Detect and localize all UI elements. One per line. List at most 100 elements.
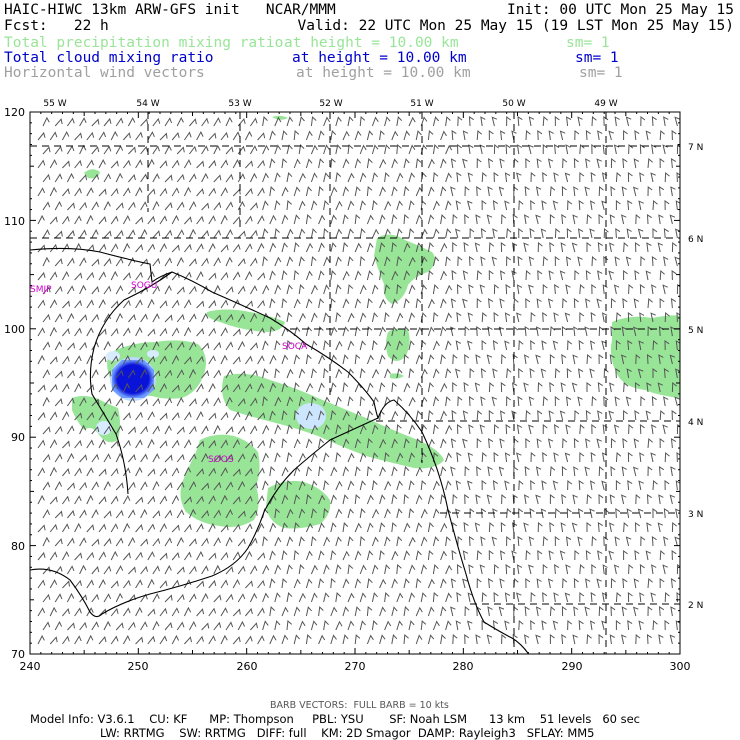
lat-label: 4 N xyxy=(688,418,703,428)
wind-barb xyxy=(464,326,470,337)
wind-barb xyxy=(244,215,253,225)
wind-barb xyxy=(615,451,622,463)
wind-barb xyxy=(403,158,410,169)
wind-barb xyxy=(670,578,677,589)
wind-barb xyxy=(330,550,337,561)
wind-barb xyxy=(49,271,58,281)
wind-barb xyxy=(115,202,124,211)
wind-barb xyxy=(501,213,507,225)
wind-barb xyxy=(662,424,668,435)
wind-barb xyxy=(286,256,294,267)
wind-barb xyxy=(86,607,94,617)
wind-barb xyxy=(613,284,620,295)
wind-barb xyxy=(188,480,197,491)
wind-barb xyxy=(225,341,234,351)
wind-barb xyxy=(159,467,168,477)
wind-barb xyxy=(318,438,325,449)
wind-barb xyxy=(183,159,192,169)
wind-barb xyxy=(298,536,305,547)
wind-barb xyxy=(464,354,470,365)
wind-barb xyxy=(103,285,112,295)
wind-barb xyxy=(589,340,596,351)
wind-barb xyxy=(115,592,123,603)
wind-barb xyxy=(335,144,342,155)
wind-barb xyxy=(49,579,58,589)
lat-label: 7 N xyxy=(688,143,703,153)
wind-barb xyxy=(281,382,288,393)
wind-barb xyxy=(237,620,246,631)
wind-barb xyxy=(615,171,622,183)
wind-barb xyxy=(176,536,184,547)
wind-barb xyxy=(269,130,276,141)
wind-barb xyxy=(159,552,168,561)
wind-barb xyxy=(257,272,266,281)
cloud-mixing-ratio-fill xyxy=(96,350,326,435)
field-wind-name: Horizontal wind vectors xyxy=(4,65,205,81)
wind-barb xyxy=(74,412,83,421)
wind-barb xyxy=(164,257,173,267)
wind-barb xyxy=(476,549,483,561)
wind-barb xyxy=(184,243,192,253)
x-tick: 260 xyxy=(237,660,258,673)
wind-barb xyxy=(554,144,560,155)
wind-barb xyxy=(220,354,228,365)
wind-barb xyxy=(371,564,379,575)
wind-barb xyxy=(103,425,112,435)
wind-barb xyxy=(237,313,246,323)
wind-barb xyxy=(408,480,415,491)
wind-barb xyxy=(366,325,373,337)
wind-barb xyxy=(396,340,403,351)
wind-barb xyxy=(577,396,583,407)
wind-barb xyxy=(476,409,483,421)
wind-barb xyxy=(384,144,391,155)
wind-barb xyxy=(561,214,567,225)
wind-barb xyxy=(634,410,640,421)
wind-barb xyxy=(598,325,604,337)
wind-barb xyxy=(249,565,258,575)
wind-barb xyxy=(196,523,204,533)
wind-barb xyxy=(232,468,241,477)
wind-barb xyxy=(359,200,366,211)
wind-barb xyxy=(298,452,306,463)
wind-barb xyxy=(366,242,374,253)
wind-barb xyxy=(196,215,204,225)
wind-barb xyxy=(269,606,276,617)
wind-barb xyxy=(562,157,568,169)
wind-barb xyxy=(645,410,652,421)
wind-barb xyxy=(634,382,640,393)
wind-barb xyxy=(492,508,498,519)
wind-barb xyxy=(603,536,609,547)
wind-barb xyxy=(91,286,100,295)
wind-barb xyxy=(123,412,131,421)
wind-barb xyxy=(671,270,677,281)
wind-barb xyxy=(602,284,608,295)
wind-barb xyxy=(91,341,99,351)
wind-barb xyxy=(646,354,652,365)
wind-barb xyxy=(152,510,161,519)
wind-barb xyxy=(257,412,266,421)
wind-barb xyxy=(196,131,204,141)
wind-barb xyxy=(318,382,325,393)
wind-barb xyxy=(128,454,136,463)
wind-barb xyxy=(403,130,410,141)
wind-barb xyxy=(646,522,652,533)
wind-barb xyxy=(391,270,399,281)
wind-barb xyxy=(164,509,173,519)
wind-barb xyxy=(37,524,46,533)
wind-barb xyxy=(481,200,487,211)
wind-barb xyxy=(468,564,474,575)
wind-barb xyxy=(647,577,653,589)
wind-barb xyxy=(135,356,144,365)
wind-barb xyxy=(566,508,572,519)
wind-barb xyxy=(342,326,349,337)
wind-barb xyxy=(609,354,615,365)
wind-barb xyxy=(450,326,456,337)
wind-barb xyxy=(208,495,216,505)
wind-barb xyxy=(249,145,258,155)
wind-barb xyxy=(347,340,355,351)
wind-barb xyxy=(366,605,373,617)
wind-barb xyxy=(645,270,652,281)
wind-barb xyxy=(164,454,173,463)
wind-barb xyxy=(359,508,366,519)
wind-barb xyxy=(466,480,473,491)
